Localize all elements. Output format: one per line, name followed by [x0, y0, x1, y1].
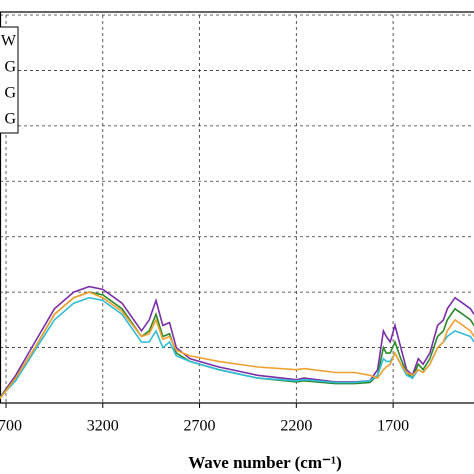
legend-label: G — [4, 111, 16, 128]
x-tick-label: 1700 — [377, 418, 409, 435]
x-tick-label: 3200 — [87, 418, 119, 435]
legend-box — [0, 26, 19, 134]
legend-label: W — [1, 33, 17, 50]
plot-frame — [0, 11, 474, 404]
series-line — [0, 291, 474, 400]
series-line — [0, 285, 474, 398]
series-line — [0, 291, 474, 399]
x-tick-label: 2200 — [280, 418, 312, 435]
legend-label: G — [4, 85, 16, 102]
x-tick-label: 2700 — [184, 418, 216, 435]
x-tick-label: 3700 — [0, 418, 22, 435]
legend-label: G — [4, 59, 16, 76]
x-axis-title: Wave number (cm⁻¹) — [188, 453, 342, 472]
